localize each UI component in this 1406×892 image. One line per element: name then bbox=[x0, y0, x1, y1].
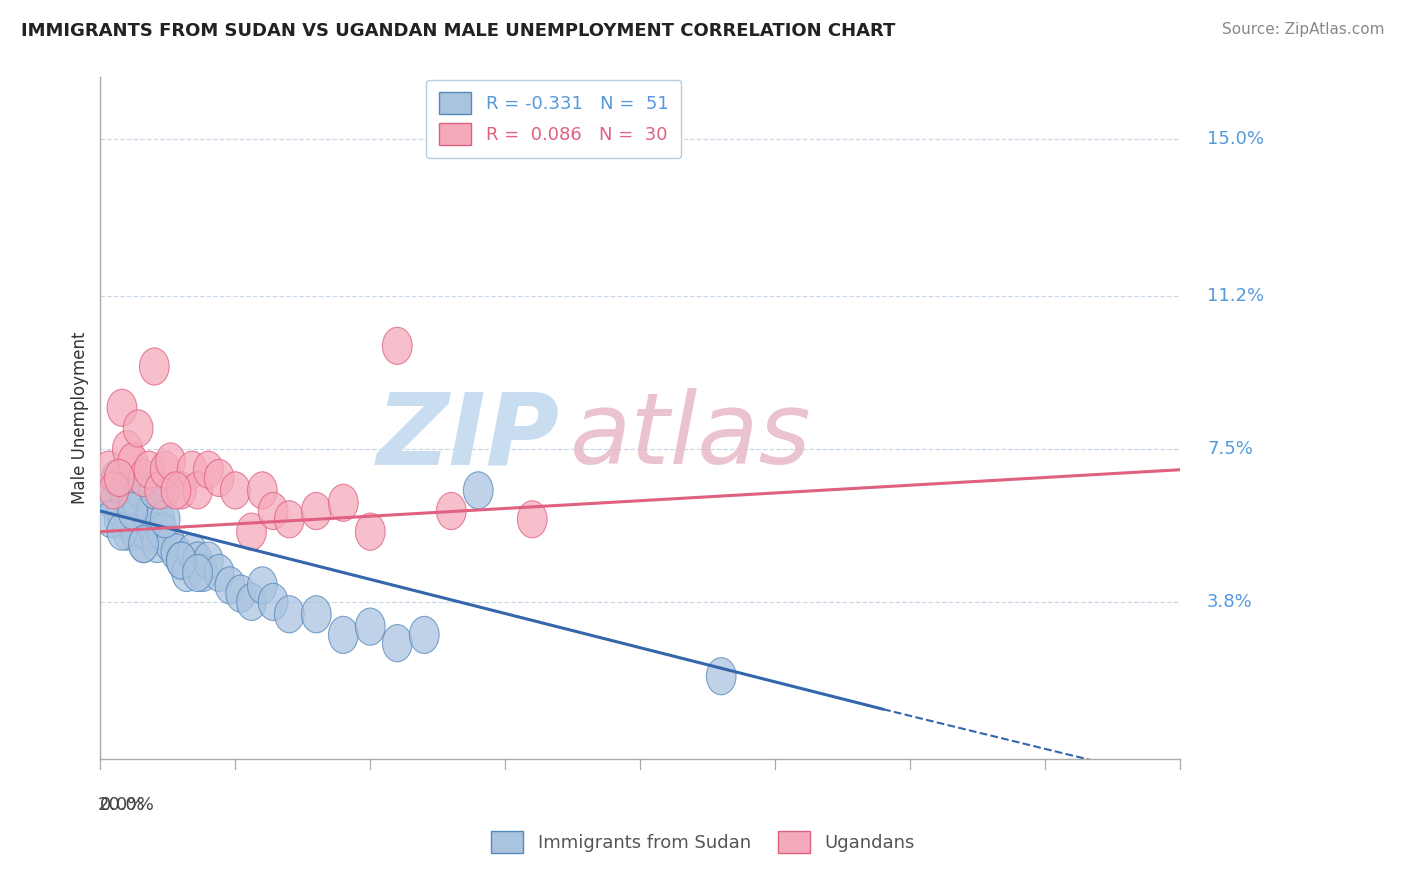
Ellipse shape bbox=[139, 348, 169, 385]
Ellipse shape bbox=[94, 472, 124, 509]
Ellipse shape bbox=[96, 500, 127, 538]
Legend: R = -0.331   N =  51, R =  0.086   N =  30: R = -0.331 N = 51, R = 0.086 N = 30 bbox=[426, 79, 682, 158]
Ellipse shape bbox=[150, 472, 180, 509]
Ellipse shape bbox=[247, 472, 277, 509]
Ellipse shape bbox=[356, 608, 385, 645]
Ellipse shape bbox=[259, 492, 288, 530]
Ellipse shape bbox=[131, 513, 162, 550]
Ellipse shape bbox=[129, 525, 159, 563]
Ellipse shape bbox=[301, 492, 332, 530]
Ellipse shape bbox=[204, 459, 233, 497]
Ellipse shape bbox=[172, 555, 201, 591]
Ellipse shape bbox=[183, 472, 212, 509]
Ellipse shape bbox=[107, 513, 136, 550]
Ellipse shape bbox=[177, 451, 207, 488]
Ellipse shape bbox=[183, 542, 212, 579]
Ellipse shape bbox=[150, 500, 180, 538]
Ellipse shape bbox=[162, 472, 191, 509]
Ellipse shape bbox=[112, 431, 142, 467]
Text: 20.0%: 20.0% bbox=[97, 797, 155, 814]
Ellipse shape bbox=[382, 624, 412, 662]
Ellipse shape bbox=[382, 327, 412, 365]
Ellipse shape bbox=[136, 492, 166, 530]
Ellipse shape bbox=[124, 409, 153, 447]
Text: ZIP: ZIP bbox=[377, 388, 560, 485]
Ellipse shape bbox=[215, 566, 245, 604]
Ellipse shape bbox=[129, 459, 159, 497]
Ellipse shape bbox=[156, 525, 186, 563]
Ellipse shape bbox=[156, 443, 186, 480]
Ellipse shape bbox=[134, 500, 163, 538]
Text: 3.8%: 3.8% bbox=[1208, 593, 1253, 611]
Ellipse shape bbox=[166, 472, 197, 509]
Ellipse shape bbox=[177, 533, 207, 571]
Ellipse shape bbox=[236, 583, 266, 621]
Ellipse shape bbox=[204, 555, 233, 591]
Text: 15.0%: 15.0% bbox=[1208, 130, 1264, 148]
Ellipse shape bbox=[104, 500, 134, 538]
Ellipse shape bbox=[226, 575, 256, 612]
Ellipse shape bbox=[706, 657, 737, 695]
Ellipse shape bbox=[110, 472, 139, 509]
Ellipse shape bbox=[329, 484, 359, 521]
Ellipse shape bbox=[104, 459, 134, 497]
Ellipse shape bbox=[98, 472, 129, 509]
Ellipse shape bbox=[436, 492, 467, 530]
Y-axis label: Male Unemployment: Male Unemployment bbox=[72, 332, 89, 504]
Ellipse shape bbox=[166, 542, 197, 579]
Ellipse shape bbox=[139, 513, 169, 550]
Ellipse shape bbox=[115, 500, 145, 538]
Ellipse shape bbox=[356, 513, 385, 550]
Ellipse shape bbox=[139, 472, 169, 509]
Ellipse shape bbox=[118, 443, 148, 480]
Ellipse shape bbox=[107, 389, 136, 426]
Ellipse shape bbox=[150, 451, 180, 488]
Ellipse shape bbox=[107, 492, 136, 530]
Legend: Immigrants from Sudan, Ugandans: Immigrants from Sudan, Ugandans bbox=[484, 824, 922, 861]
Ellipse shape bbox=[142, 525, 172, 563]
Ellipse shape bbox=[124, 492, 153, 530]
Ellipse shape bbox=[194, 542, 224, 579]
Ellipse shape bbox=[118, 492, 148, 530]
Text: 11.2%: 11.2% bbox=[1208, 287, 1264, 305]
Ellipse shape bbox=[145, 500, 174, 538]
Ellipse shape bbox=[148, 513, 177, 550]
Ellipse shape bbox=[236, 513, 266, 550]
Ellipse shape bbox=[134, 451, 163, 488]
Ellipse shape bbox=[188, 555, 218, 591]
Ellipse shape bbox=[118, 484, 148, 521]
Text: 0.0%: 0.0% bbox=[100, 797, 146, 814]
Ellipse shape bbox=[194, 451, 224, 488]
Ellipse shape bbox=[162, 533, 191, 571]
Text: atlas: atlas bbox=[569, 388, 811, 485]
Ellipse shape bbox=[274, 500, 304, 538]
Ellipse shape bbox=[409, 616, 439, 654]
Ellipse shape bbox=[145, 472, 174, 509]
Ellipse shape bbox=[247, 566, 277, 604]
Text: IMMIGRANTS FROM SUDAN VS UGANDAN MALE UNEMPLOYMENT CORRELATION CHART: IMMIGRANTS FROM SUDAN VS UGANDAN MALE UN… bbox=[21, 22, 896, 40]
Ellipse shape bbox=[112, 513, 142, 550]
Ellipse shape bbox=[183, 555, 212, 591]
Text: 7.5%: 7.5% bbox=[1208, 440, 1253, 458]
Ellipse shape bbox=[274, 596, 304, 632]
Ellipse shape bbox=[259, 583, 288, 621]
Ellipse shape bbox=[129, 525, 159, 563]
Ellipse shape bbox=[101, 459, 131, 497]
Ellipse shape bbox=[301, 596, 332, 632]
Ellipse shape bbox=[121, 513, 150, 550]
Ellipse shape bbox=[166, 542, 197, 579]
Text: Source: ZipAtlas.com: Source: ZipAtlas.com bbox=[1222, 22, 1385, 37]
Ellipse shape bbox=[517, 500, 547, 538]
Ellipse shape bbox=[98, 484, 129, 521]
Ellipse shape bbox=[329, 616, 359, 654]
Ellipse shape bbox=[127, 472, 156, 509]
Ellipse shape bbox=[94, 451, 124, 488]
Ellipse shape bbox=[221, 472, 250, 509]
Ellipse shape bbox=[464, 472, 494, 509]
